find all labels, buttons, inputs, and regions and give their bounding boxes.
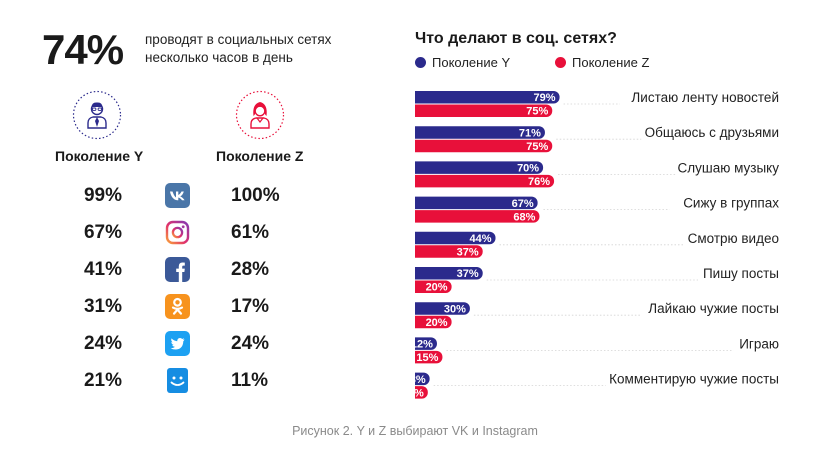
category-label-backdrop: [641, 300, 781, 319]
bar-generation-y: [415, 231, 496, 245]
legend-swatch-y: [415, 57, 426, 68]
bar-generation-y: [415, 161, 544, 174]
bar-value-label: 12%: [411, 339, 433, 351]
bar-generation-y: [415, 196, 538, 210]
category-label: Лайкаю чужие посты: [648, 301, 779, 316]
bar-value-label: 76%: [528, 176, 550, 188]
bar-generation-y: [415, 126, 545, 139]
bar-value-label: 20%: [426, 317, 448, 329]
category-label: Пишу посты: [703, 266, 779, 281]
legend-label-y: Поколение Y: [432, 55, 511, 70]
moi-mir-icon: [167, 368, 188, 393]
category-label-backdrop: [641, 124, 781, 143]
twitter-icon: [165, 331, 190, 356]
bar-generation-z: [415, 315, 452, 329]
headline-description-line1: проводят в социальных сетях: [145, 32, 332, 47]
category-label-backdrop: [605, 370, 781, 389]
legend-swatch-z: [555, 57, 566, 68]
category-label-backdrop: [669, 194, 781, 213]
category-label: Слушаю музыку: [678, 160, 780, 175]
bar-value-label: 79%: [534, 92, 556, 104]
headline-percent: 74%: [42, 26, 124, 73]
bar-generation-z: [415, 174, 555, 188]
bar-value-label: 44%: [469, 233, 491, 245]
bar-generation-y: [415, 372, 430, 386]
category-label-backdrop: [733, 335, 781, 354]
chart-title: Что делают в соц. сетях?: [415, 30, 617, 47]
vk-y-percent: 99%: [83, 185, 122, 206]
bar-value-label: 75%: [526, 141, 548, 153]
bar-generation-z: [415, 245, 483, 258]
vk-icon: [165, 183, 190, 208]
category-label: Смотрю видео: [688, 231, 779, 246]
facebook-z-percent: 28%: [231, 259, 270, 280]
category-label: Общаюсь с друзьями: [645, 125, 779, 140]
bar-value-label: 15%: [416, 352, 438, 364]
generation-y-label: Поколение Y: [55, 148, 144, 164]
bar-value-label: 7%: [408, 387, 424, 399]
vk-z-percent: 100%: [231, 185, 280, 206]
bar-generation-z: [415, 210, 540, 223]
odnoklassniki-z-percent: 17%: [231, 296, 270, 317]
headline-description: проводят в социальных сетях несколько ча…: [145, 31, 395, 67]
moi-mir-y-percent: 21%: [83, 370, 122, 391]
bar-generation-z: [415, 139, 553, 153]
bar-value-label: 37%: [457, 268, 479, 280]
category-label: Играю: [739, 336, 779, 351]
bar-generation-y: [415, 302, 470, 315]
female-avatar-icon: [235, 90, 285, 140]
bar-value-label: 68%: [513, 211, 535, 223]
twitter-y-percent: 24%: [83, 333, 122, 354]
twitter-z-percent: 24%: [231, 333, 270, 354]
odnoklassniki-icon: [165, 294, 190, 319]
generation-z-label: Поколение Z: [216, 148, 304, 164]
headline-description-line2: несколько часов в день: [145, 50, 293, 65]
moi-mir-z-percent: 11%: [231, 370, 268, 391]
bar-value-label: 71%: [519, 127, 541, 139]
instagram-icon: [165, 220, 190, 245]
legend-item-z: Поколение Z: [555, 55, 649, 70]
instagram-y-percent: 67%: [83, 222, 122, 243]
bar-generation-z: [415, 104, 553, 117]
facebook-icon: [165, 257, 190, 282]
category-label-backdrop: [698, 265, 781, 283]
category-label-backdrop: [683, 229, 781, 248]
category-label-backdrop: [619, 89, 781, 107]
bar-generation-z: [415, 350, 443, 364]
figure-caption: Рисунок 2. Y и Z выбирают VK и Instagram: [292, 424, 538, 438]
legend-item-y: Поколение Y: [415, 55, 510, 70]
male-avatar-icon: [72, 90, 122, 140]
category-label: Листаю ленту новостей: [631, 90, 779, 105]
bar-value-label: 37%: [457, 247, 479, 259]
bar-generation-y: [415, 337, 437, 350]
category-label-backdrop: [676, 159, 781, 178]
bar-value-label: 67%: [512, 198, 534, 210]
legend-label-z: Поколение Z: [572, 55, 650, 70]
category-label: Комментирую чужие посты: [609, 372, 779, 387]
bar-value-label: 20%: [426, 282, 448, 294]
bar-generation-y: [415, 91, 560, 104]
bar-generation-y: [415, 267, 483, 280]
facebook-y-percent: 41%: [83, 259, 122, 280]
bar-generation-z: [415, 386, 428, 399]
bar-value-label: 30%: [444, 303, 466, 315]
bar-value-label: 75%: [526, 106, 548, 118]
bar-generation-z: [415, 280, 452, 293]
odnoklassniki-y-percent: 31%: [83, 296, 122, 317]
bar-value-label: 70%: [517, 163, 539, 175]
category-label: Сижу в группах: [683, 196, 779, 211]
instagram-z-percent: 61%: [231, 222, 270, 243]
bar-value-label: 8%: [410, 374, 426, 386]
